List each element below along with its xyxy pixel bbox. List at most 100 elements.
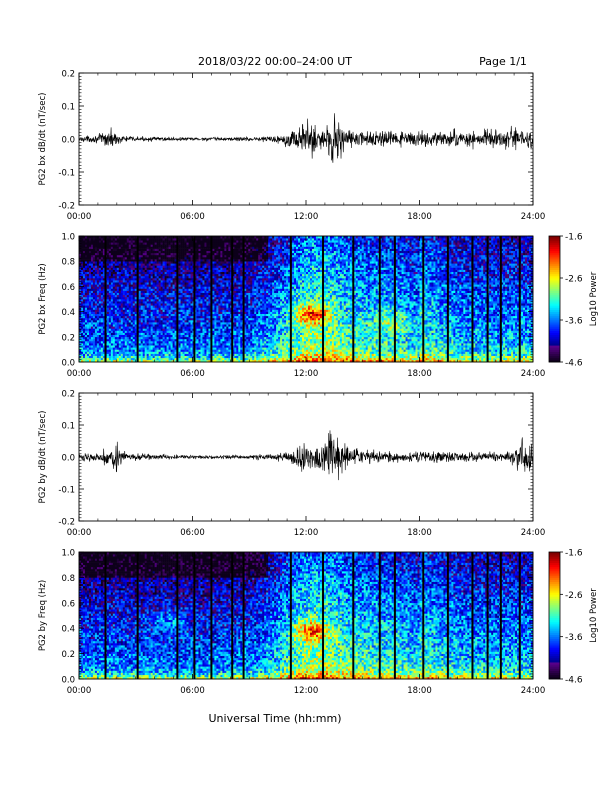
spectrogram-cell bbox=[80, 328, 84, 331]
spectrogram-cell bbox=[164, 328, 167, 331]
spectrogram-cell bbox=[154, 267, 157, 270]
spectrogram-cell bbox=[226, 341, 229, 344]
spectrogram-cell bbox=[86, 275, 90, 279]
spectrogram-cell bbox=[146, 238, 149, 241]
spectrogram-cell bbox=[122, 250, 126, 254]
spectrogram-cell bbox=[174, 326, 177, 329]
spectrogram-cell bbox=[140, 338, 144, 342]
spectrogram-cell bbox=[184, 351, 187, 354]
spectrogram-cell bbox=[102, 328, 106, 331]
spectrogram-cell bbox=[202, 296, 205, 300]
spectrogram-cell bbox=[142, 349, 146, 352]
spectrogram-cell bbox=[88, 280, 92, 283]
spectrogram-cell bbox=[214, 280, 217, 283]
spectrogram-cell bbox=[182, 286, 185, 289]
spectrogram-cell bbox=[80, 248, 84, 251]
spectrogram-cell bbox=[142, 265, 146, 268]
spectrogram-cell bbox=[224, 349, 227, 352]
spectrogram-cell bbox=[126, 336, 130, 340]
spectrogram-cell bbox=[134, 290, 138, 293]
spectrogram-cell bbox=[168, 309, 171, 312]
spectrogram-cell bbox=[212, 282, 215, 285]
spectrogram-cell bbox=[102, 301, 106, 304]
spectrogram-cell bbox=[184, 238, 187, 241]
spectrogram-cell bbox=[164, 317, 167, 321]
spectrogram-cell bbox=[112, 359, 116, 363]
spectrogram-cell bbox=[128, 290, 132, 293]
spectrogram-cell bbox=[80, 351, 84, 354]
spectrogram-cell bbox=[102, 278, 106, 281]
spectrogram-cell bbox=[184, 252, 187, 256]
spectrogram-cell bbox=[86, 313, 90, 317]
spectrogram-cell bbox=[80, 322, 84, 325]
spectrogram-cell bbox=[140, 345, 144, 348]
spectrogram-cell bbox=[116, 246, 120, 249]
spectrogram-cell bbox=[216, 355, 219, 359]
spectrogram-cell bbox=[156, 328, 159, 331]
spectrogram-cell bbox=[216, 286, 219, 289]
spectrogram-cell bbox=[170, 347, 173, 350]
spectrogram-cell bbox=[186, 259, 189, 262]
spectrogram-cell bbox=[98, 355, 102, 359]
spectrogram-cell bbox=[140, 248, 144, 251]
spectrogram-cell bbox=[124, 248, 128, 251]
spectrogram-cell bbox=[180, 294, 183, 298]
spectrogram-cell bbox=[190, 305, 193, 308]
spectrogram-cell bbox=[224, 288, 227, 291]
spectrogram-cell bbox=[130, 294, 134, 298]
spectrogram-cell bbox=[206, 343, 209, 346]
spectrogram-cell bbox=[198, 315, 201, 319]
spectrogram-cell bbox=[166, 347, 169, 350]
spectrogram-cell bbox=[170, 284, 173, 287]
spectrogram-cell bbox=[206, 263, 209, 266]
spectrogram-cell bbox=[84, 240, 88, 243]
spectrogram-cell bbox=[80, 349, 84, 352]
spectrogram-cell bbox=[79, 341, 82, 344]
spectrogram-cell bbox=[156, 305, 159, 308]
spectrogram-cell bbox=[144, 332, 147, 335]
spectrogram-cell bbox=[180, 257, 183, 260]
spectrogram-cell bbox=[196, 328, 199, 331]
spectrogram-cell bbox=[112, 345, 116, 348]
spectrogram-cell bbox=[222, 294, 225, 298]
spectrogram-cell bbox=[106, 315, 110, 319]
spectrogram-cell bbox=[190, 252, 193, 256]
spectrogram-cell bbox=[114, 267, 118, 270]
spectrogram-cell bbox=[128, 301, 132, 304]
spectrogram-cell bbox=[84, 311, 88, 314]
spectrogram-cell bbox=[222, 246, 225, 249]
spectrogram-cell bbox=[200, 252, 203, 256]
spectrogram-cell bbox=[188, 275, 191, 279]
spectrogram-cell bbox=[190, 238, 193, 241]
spectrogram-cell bbox=[100, 355, 104, 359]
spectrogram-cell bbox=[110, 311, 114, 314]
spectrogram-cell bbox=[184, 347, 187, 350]
spectrogram-cell bbox=[200, 299, 203, 302]
spectrogram-cell bbox=[154, 248, 157, 251]
spectrogram-cell bbox=[148, 332, 151, 335]
spectrogram-cell bbox=[130, 242, 134, 245]
spectrogram-cell bbox=[108, 317, 112, 321]
spectrogram-cell bbox=[96, 284, 100, 287]
spectrogram-cell bbox=[88, 334, 92, 338]
spectrogram-cell bbox=[118, 242, 122, 245]
spectrogram-cell bbox=[150, 244, 153, 247]
spectrogram-cell bbox=[202, 359, 205, 363]
spectrogram-cell bbox=[84, 303, 88, 306]
spectrogram-cell bbox=[98, 320, 102, 323]
spectrogram-cell bbox=[218, 269, 221, 272]
spectrogram-cell bbox=[112, 341, 116, 344]
spectrogram-cell bbox=[154, 288, 157, 291]
spectrogram-cell bbox=[98, 326, 102, 329]
spectrogram-cell bbox=[228, 240, 231, 243]
spectrogram-cell bbox=[124, 309, 128, 312]
spectrogram-cell bbox=[128, 359, 132, 363]
spectrogram-cell bbox=[180, 301, 183, 304]
spectrogram-cell bbox=[80, 307, 84, 310]
spectrogram-cell bbox=[220, 330, 223, 333]
spectrogram-cell bbox=[222, 261, 225, 264]
spectrogram-cell bbox=[130, 284, 134, 287]
spectrogram-cell bbox=[172, 252, 175, 256]
spectrogram-cell bbox=[102, 288, 106, 291]
spectrogram-cell bbox=[154, 242, 157, 245]
